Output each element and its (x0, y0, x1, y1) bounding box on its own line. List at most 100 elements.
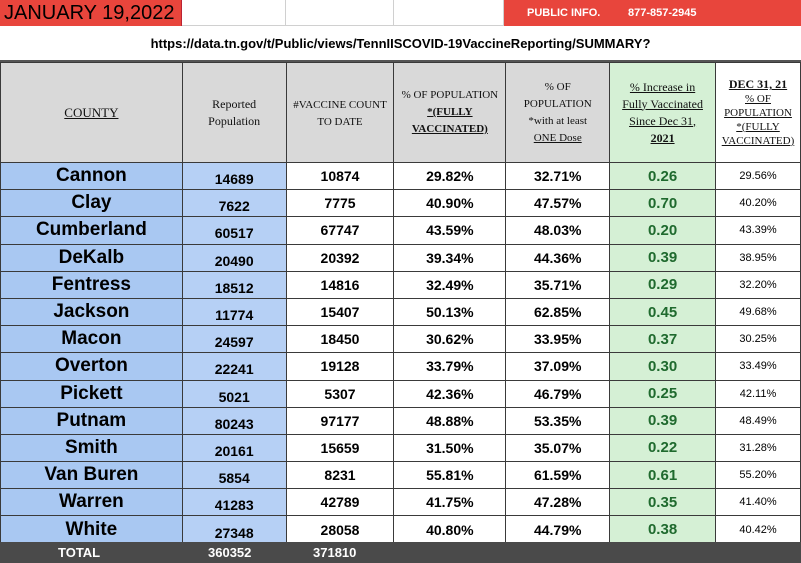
pct-increase-cell: 0.26 (609, 161, 716, 191)
dec31-pct-cell: 42.11% (714, 379, 801, 408)
pct-increase-cell: 0.39 (609, 406, 716, 435)
table-row: Cannon 14689 10874 29.82% 32.71% 0.26 29.56% (0, 161, 801, 191)
pct-fully-vaccinated-cell: 39.34% (393, 243, 507, 272)
pct-one-dose-cell: 48.03% (505, 216, 611, 245)
dec31-pct-cell: 48.49% (714, 406, 801, 435)
pct-one-dose-cell: 35.71% (505, 270, 611, 299)
table-row: Overton 22241 19128 33.79% 37.09% 0.30 33.49% (0, 352, 801, 381)
pct-increase-cell: 0.37 (609, 325, 716, 354)
dec31-pct-cell: 30.25% (714, 325, 801, 354)
vaccine-count-cell: 19128 (285, 352, 395, 381)
county-cell: Smith (0, 433, 183, 463)
county-cell: Fentress (0, 270, 183, 299)
pct-one-dose-cell: 44.36% (505, 243, 611, 272)
vaccine-count-cell: 7775 (285, 189, 395, 218)
vaccine-count-cell: 15659 (285, 433, 395, 463)
pct-increase-cell: 0.25 (609, 379, 716, 408)
header-pct-one-dose: % OF POPULATION *with at least ONE Dose (505, 62, 611, 163)
dec31-pct-cell: 29.56% (714, 161, 801, 191)
pct-one-dose-cell: 32.71% (505, 161, 611, 191)
population-cell: 20490 (181, 243, 287, 272)
population-cell: 5021 (181, 379, 287, 408)
pct-one-dose-cell: 61.59% (505, 461, 611, 490)
table-row: White 27348 28058 40.80% 44.79% 0.38 40.42% (0, 515, 801, 544)
table-row: Van Buren 5854 8231 55.81% 61.59% 0.61 55.20% (0, 461, 801, 490)
table-row: Macon 24597 18450 30.62% 33.95% 0.37 30.25% (0, 325, 801, 354)
county-cell: DeKalb (0, 243, 183, 272)
pct-increase-cell: 0.30 (609, 352, 716, 381)
dec31-pct-cell: 31.28% (714, 433, 801, 463)
header-row: COUNTY Reported Population #VACCINE COUNT… (0, 62, 801, 163)
pct-fully-vaccinated-cell: 42.36% (393, 379, 507, 408)
county-cell: Macon (0, 325, 183, 354)
population-cell: 41283 (181, 488, 287, 517)
vaccine-count-cell: 14816 (285, 270, 395, 299)
blank-cell (182, 0, 286, 26)
pct-fully-vaccinated-cell: 40.80% (393, 515, 507, 544)
population-cell: 7622 (181, 189, 287, 218)
blank-cell (286, 0, 394, 26)
header-vaccine-count: #VACCINE COUNT TO DATE (285, 62, 395, 163)
table-row: Putnam 80243 97177 48.88% 53.35% 0.39 48.49% (0, 406, 801, 435)
dec31-pct-cell: 55.20% (714, 461, 801, 490)
source-url: https://data.tn.gov/t/Public/views/TennI… (0, 26, 801, 62)
table-row: Cumberland 60517 67747 43.59% 48.03% 0.20 43.3… (0, 216, 801, 245)
vaccine-count-cell: 20392 (285, 243, 395, 272)
table-row: Smith 20161 15659 31.50% 35.07% 0.22 31.28% (0, 433, 801, 463)
table-row: Jackson 11774 15407 50.13% 62.85% 0.45 49.68% (0, 297, 801, 327)
table-row: DeKalb 20490 20392 39.34% 44.36% 0.39 38.95% (0, 243, 801, 272)
table-row: Clay 7622 7775 40.90% 47.57% 0.70 40.20% (0, 189, 801, 218)
header-reported-population: Reported Population (181, 62, 287, 163)
population-cell: 60517 (181, 216, 287, 245)
pct-one-dose-cell: 53.35% (505, 406, 611, 435)
table-row: Warren 41283 42789 41.75% 47.28% 0.35 41.40% (0, 488, 801, 517)
pct-fully-vaccinated-cell: 32.49% (393, 270, 507, 299)
pct-fully-vaccinated-cell: 43.59% (393, 216, 507, 245)
dec31-pct-cell: 38.95% (714, 243, 801, 272)
population-cell: 11774 (181, 297, 287, 327)
county-cell: Van Buren (0, 461, 183, 490)
header-county: COUNTY (0, 62, 183, 163)
population-cell: 18512 (181, 270, 287, 299)
vaccine-count-cell: 28058 (285, 515, 395, 544)
dec31-pct-cell: 40.42% (714, 515, 801, 544)
county-cell: Clay (0, 189, 183, 218)
table-row: Fentress 18512 14816 32.49% 35.71% 0.29 32.20% (0, 270, 801, 299)
public-info-label: PUBLIC INFO. (527, 7, 601, 19)
vaccine-table: COUNTY Reported Population #VACCINE COUNT… (0, 62, 801, 544)
population-cell: 27348 (181, 515, 287, 544)
total-label: TOTAL (58, 545, 101, 560)
pct-one-dose-cell: 62.85% (505, 297, 611, 327)
population-cell: 20161 (181, 433, 287, 463)
pct-fully-vaccinated-cell: 30.62% (393, 325, 507, 354)
pct-one-dose-cell: 44.79% (505, 515, 611, 544)
pct-fully-vaccinated-cell: 48.88% (393, 406, 507, 435)
pct-increase-cell: 0.45 (609, 297, 716, 327)
pct-fully-vaccinated-cell: 55.81% (393, 461, 507, 490)
vaccine-count-cell: 10874 (285, 161, 395, 191)
pct-fully-vaccinated-cell: 29.82% (393, 161, 507, 191)
pct-fully-vaccinated-cell: 31.50% (393, 433, 507, 463)
pct-increase-cell: 0.35 (609, 488, 716, 517)
population-cell: 5854 (181, 461, 287, 490)
county-cell: Overton (0, 352, 183, 381)
report-date-title: JANUARY 19,2022 (0, 0, 182, 26)
vaccine-count-cell: 42789 (285, 488, 395, 517)
pct-fully-vaccinated-cell: 41.75% (393, 488, 507, 517)
county-cell: White (0, 515, 183, 544)
total-row: TOTAL 360352 371810 (0, 542, 801, 563)
total-population: 360352 (208, 545, 252, 560)
table-row: Pickett 5021 5307 42.36% 46.79% 0.25 42.11% (0, 379, 801, 408)
pct-increase-cell: 0.29 (609, 270, 716, 299)
county-cell: Jackson (0, 297, 183, 327)
county-cell: Pickett (0, 379, 183, 408)
blank-cell (394, 0, 504, 26)
dec31-pct-cell: 40.20% (714, 189, 801, 218)
header-pct-fully-vaccinated: % OF POPULATION *(FULLY VACCINATED) (393, 62, 507, 163)
pct-one-dose-cell: 35.07% (505, 433, 611, 463)
county-cell: Cumberland (0, 216, 183, 245)
total-vaccine-count: 371810 (313, 545, 357, 560)
dec31-pct-cell: 33.49% (714, 352, 801, 381)
county-cell: Warren (0, 488, 183, 517)
dec31-pct-cell: 32.20% (714, 270, 801, 299)
